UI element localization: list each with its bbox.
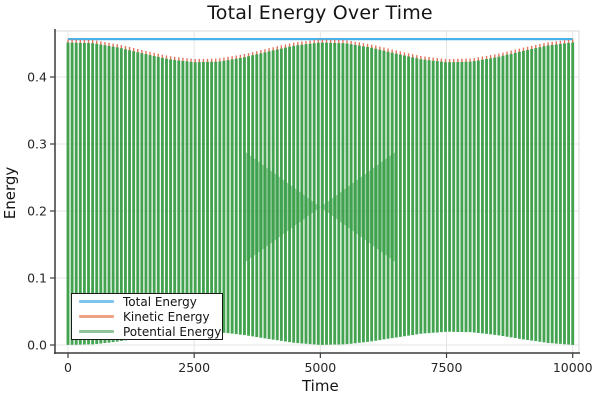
kinetic-energy-line-sample bbox=[79, 315, 114, 318]
x-tick-label: 0 bbox=[64, 360, 72, 375]
legend-item-kinetic: Kinetic Energy bbox=[72, 309, 222, 324]
chart-title: Total Energy Over Time bbox=[207, 2, 433, 24]
tick-marks bbox=[50, 76, 574, 358]
legend-item-total: Total Energy bbox=[72, 294, 222, 309]
x-tick-label: 10000 bbox=[553, 360, 593, 375]
moire-crossing bbox=[245, 152, 396, 262]
y-tick-label: 0.2 bbox=[27, 204, 47, 219]
tick-labels: 0 2500 5000 7500 10000 0.0 0.1 0.2 0.3 0.4 bbox=[27, 70, 593, 376]
y-tick-label: 0.0 bbox=[27, 338, 47, 353]
legend-item-potential: Potential Energy bbox=[72, 324, 222, 339]
legend-label: Potential Energy bbox=[123, 324, 222, 339]
axes-spines bbox=[54, 29, 580, 354]
legend-label: Kinetic Energy bbox=[123, 309, 210, 324]
y-tick-label: 0.1 bbox=[27, 271, 47, 286]
legend-label: Total Energy bbox=[123, 294, 197, 309]
frame-light-spines bbox=[55, 30, 580, 353]
y-tick-label: 0.3 bbox=[27, 137, 47, 152]
y-tick-label: 0.4 bbox=[27, 70, 47, 85]
legend: Total Energy Kinetic Energy Potential En… bbox=[71, 293, 223, 340]
axis-labels: Time Energy bbox=[1, 167, 339, 395]
y-axis-label: Energy bbox=[1, 167, 19, 220]
total-energy-line-sample bbox=[79, 300, 114, 303]
potential-energy-line-sample bbox=[79, 330, 114, 333]
x-tick-label: 5000 bbox=[304, 360, 336, 375]
x-tick-label: 2500 bbox=[178, 360, 210, 375]
x-axis-label: Time bbox=[301, 377, 339, 395]
x-tick-label: 7500 bbox=[431, 360, 463, 375]
